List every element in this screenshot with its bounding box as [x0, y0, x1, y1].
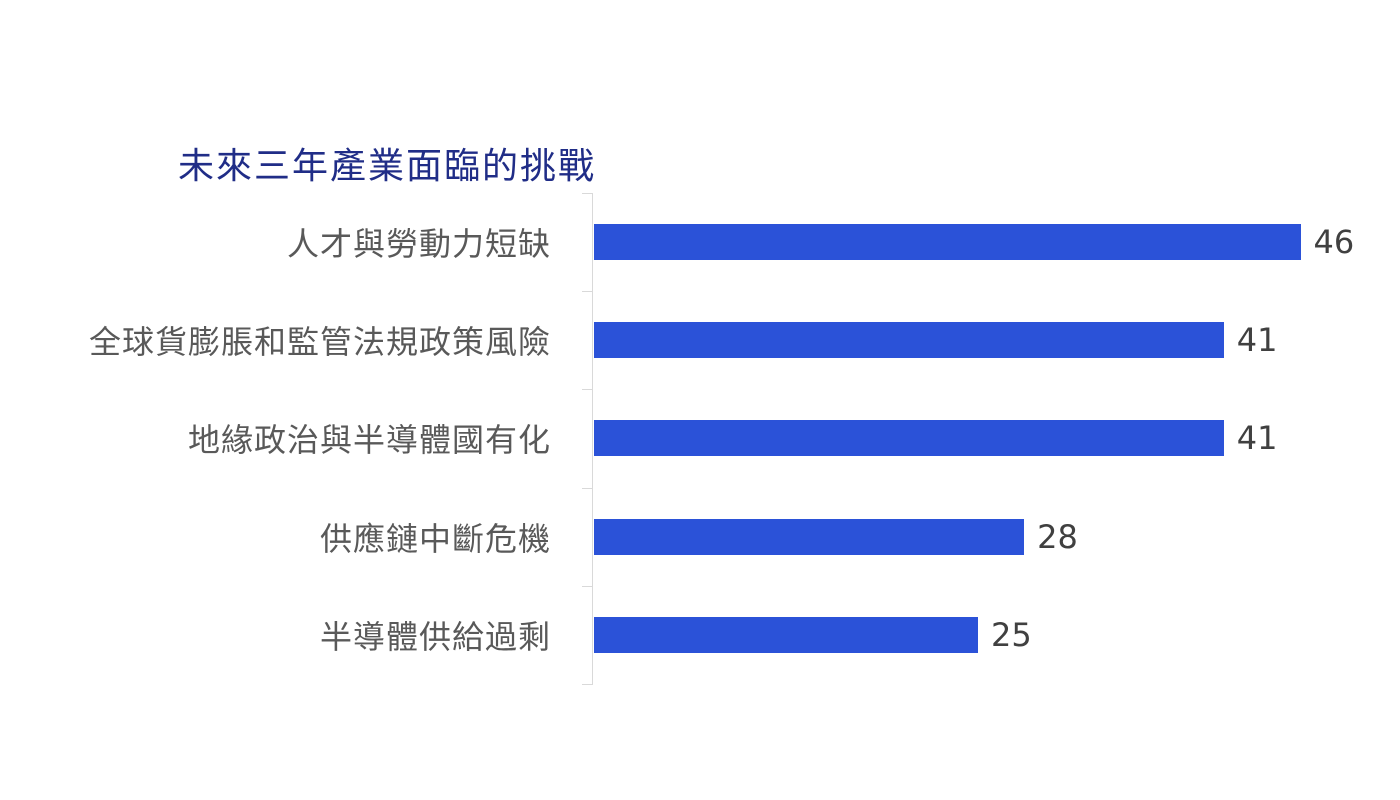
value-label: 28: [1037, 517, 1078, 556]
value-label: 41: [1236, 419, 1278, 458]
bar-row: 人才與勞動力短缺 46: [0, 193, 1400, 291]
bar: [594, 322, 1224, 359]
bar: [594, 616, 978, 653]
category-label: 供應鏈中斷危機: [319, 519, 551, 558]
category-axis-line: [592, 193, 593, 685]
chart-title: 未來三年產業面臨的挑戰: [178, 146, 597, 187]
axis-tick: [582, 389, 592, 391]
category-label: 全球貨膨脹和監管法規政策風險: [88, 323, 551, 362]
bar: [594, 518, 1025, 555]
axis-tick: [582, 291, 592, 293]
value-label: 41: [1236, 321, 1278, 360]
axis-tick: [582, 585, 592, 587]
axis-tick: [582, 684, 592, 685]
bar: [594, 224, 1301, 261]
bar-row: 地緣政治與半導體國有化 41: [0, 389, 1400, 487]
bar-row: 全球貨膨脹和監管法規政策風險 41: [0, 291, 1400, 389]
bar-row: 半導體供給過剩 25: [0, 586, 1400, 684]
bar: [594, 420, 1224, 457]
axis-tick: [582, 193, 592, 194]
axis-tick: [582, 487, 592, 489]
category-label: 半導體供給過剩: [319, 617, 551, 656]
category-label: 人才與勞動力短缺: [286, 225, 551, 264]
category-label: 地緣政治與半導體國有化: [187, 421, 551, 460]
value-label: 46: [1313, 223, 1355, 262]
value-label: 25: [991, 615, 1032, 654]
bar-row: 供應鏈中斷危機 28: [0, 488, 1400, 586]
